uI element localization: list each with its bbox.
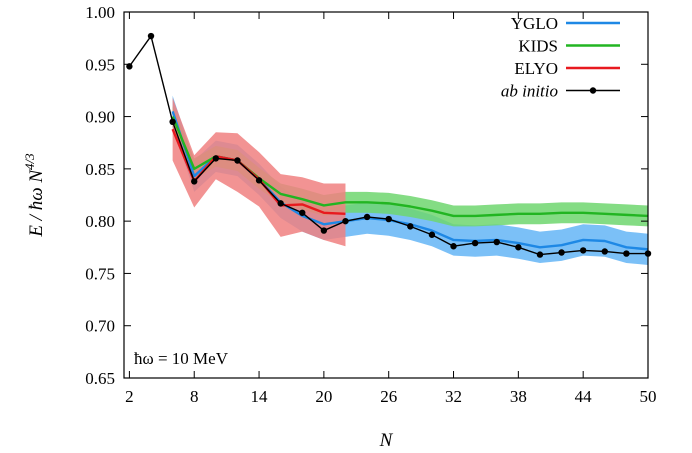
ab-initio-point — [471, 239, 479, 247]
ab-initio-point — [493, 238, 500, 246]
ab-initio-point — [450, 243, 457, 250]
ab-initio-point — [385, 215, 392, 223]
y-axis-label: E / ħω N4/3 — [22, 153, 47, 238]
legend-label-kids: KIDS — [518, 37, 558, 56]
y-axis-label-main: E / ħω N — [26, 169, 47, 238]
hbar-omega-annotation: ħω = 10 MeV — [134, 349, 229, 368]
x-tick-label: 20 — [315, 387, 332, 406]
y-tick-label: 0.70 — [85, 317, 115, 336]
ab-initio-point — [428, 231, 436, 238]
uncertainty-bands — [172, 95, 648, 266]
ab-initio-point — [363, 213, 371, 221]
ab-initio-point — [299, 209, 306, 216]
x-tick-label: 8 — [190, 387, 199, 406]
legend-label-ab-initio: ab initio — [501, 82, 558, 101]
y-tick-label: 0.75 — [85, 264, 115, 283]
x-tick-label: 32 — [445, 387, 462, 406]
ab-initio-point — [623, 250, 630, 257]
ab-initio-point — [579, 247, 587, 254]
ab-initio-point — [320, 227, 328, 234]
x-tick-label: 2 — [125, 387, 134, 406]
ab-initio-point — [234, 157, 241, 164]
y-tick-label: 0.90 — [85, 108, 115, 127]
y-tick-label: 0.95 — [85, 55, 115, 74]
ab-initio-point — [191, 178, 198, 185]
ab-initio-point — [212, 155, 220, 162]
legend-label-elyo: ELYO — [514, 59, 558, 78]
ab-initio-point — [601, 248, 608, 255]
legend: YGLO KIDS ELYO ab initio — [501, 14, 620, 101]
ab-initio-point — [558, 249, 565, 256]
data-points — [126, 32, 652, 258]
y-tick-label: 0.65 — [85, 369, 115, 388]
y-axis-label-exponent: 4/3 — [22, 153, 37, 170]
plot-frame — [123, 11, 649, 379]
ab-initio-point — [515, 244, 522, 251]
ab-initio-point — [536, 251, 544, 258]
ab-initio-point — [407, 223, 414, 230]
x-axis-label: N — [379, 430, 394, 451]
x-tick-label: 38 — [510, 387, 527, 406]
x-tick-label: 26 — [380, 387, 397, 406]
ab-initio-point — [169, 118, 176, 126]
ab-initio-point — [255, 177, 263, 184]
x-tick-label: 44 — [575, 387, 593, 406]
ab-initio-point — [277, 200, 284, 207]
y-tick-label: 0.85 — [85, 160, 115, 179]
y-tick-label: 0.80 — [85, 212, 115, 231]
ab-initio-point — [342, 217, 349, 225]
ab-initio-point — [147, 32, 155, 40]
x-tick-label: 14 — [251, 387, 269, 406]
tick-labels: 2 8 14 20 26 32 38 44 50 0.65 0.70 0.75 0.80 0.85 0.90… — [85, 3, 656, 406]
elyo-band — [172, 97, 346, 247]
y-tick-label: 1.00 — [85, 3, 115, 22]
legend-marker-ab-initio — [589, 87, 597, 94]
legend-label-yglo: YGLO — [511, 14, 558, 33]
axis-ticks — [124, 11, 649, 379]
x-tick-label: 50 — [640, 387, 657, 406]
